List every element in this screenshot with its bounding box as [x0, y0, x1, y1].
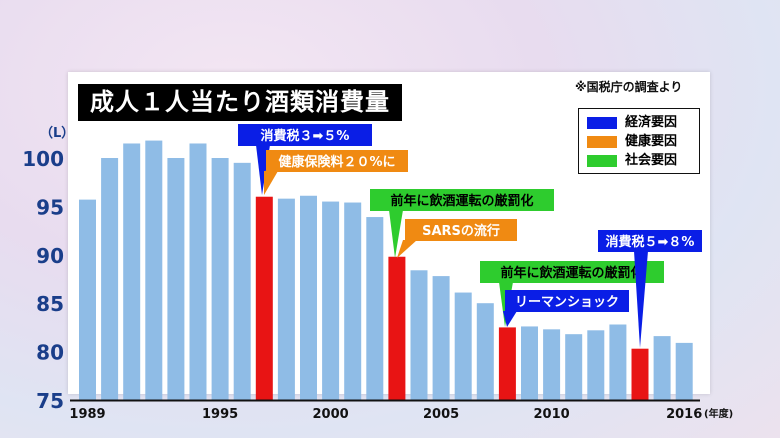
y-tick-label: 75 [36, 389, 64, 413]
annotation-label: 消費税３➡５% [261, 128, 350, 144]
y-tick-label: 100 [22, 147, 64, 171]
annotation-label: 健康保険料２０%に [278, 154, 395, 170]
legend-label-economic: 経済要因 [625, 115, 678, 130]
bar [521, 326, 538, 400]
legend-swatch-health [587, 135, 617, 148]
annotation-box [405, 219, 517, 241]
annotation-pointer [634, 251, 648, 348]
annotation-box [370, 189, 554, 211]
chart-title: 成人１人当たり酒類消費量 [78, 84, 402, 121]
annotation-box [266, 150, 408, 172]
bar [565, 334, 583, 400]
bar [587, 330, 605, 400]
bar [344, 202, 362, 400]
legend-item-social: 社会要因 [587, 153, 677, 169]
source-note: ※国税庁の調査より [575, 80, 683, 94]
legend-swatch-social [587, 154, 617, 167]
x-tick-label: 2016 [666, 407, 702, 422]
annotation-label: リーマンショック [515, 295, 619, 310]
bar [653, 336, 671, 400]
annotation-label: 消費税５➡８% [606, 234, 695, 250]
bar [476, 303, 494, 400]
bar [167, 158, 185, 400]
legend: 経済要因 健康要因 社会要因 [578, 108, 700, 174]
annotation-label: 前年に飲酒運転の厳罰化 [500, 265, 643, 281]
bar [322, 201, 340, 400]
bar [277, 198, 295, 400]
bar [675, 342, 693, 400]
bar [454, 292, 472, 400]
annotation-label: SARSの流行 [422, 223, 500, 239]
annotation-box [238, 124, 372, 146]
bar [79, 199, 96, 400]
bar-highlight [631, 348, 649, 400]
annotation-pointer [397, 240, 417, 258]
annotation-label: 前年に飲酒運転の厳罰化 [390, 193, 533, 209]
x-tick-label: 2005 [423, 407, 459, 422]
y-tick-label: 95 [36, 195, 64, 219]
y-tick-label: 90 [36, 244, 64, 268]
bar [101, 158, 119, 400]
annotation-box [480, 261, 664, 283]
bar [211, 158, 229, 400]
bar-highlight [255, 196, 273, 400]
y-tick-label: 80 [36, 341, 64, 365]
legend-swatch-economic [587, 116, 617, 129]
bar [432, 276, 450, 400]
bar [410, 270, 428, 400]
bar [233, 162, 251, 400]
x-tick-label: 2010 [534, 407, 570, 422]
x-axis-unit: (年度) [704, 409, 734, 420]
bar [609, 324, 627, 400]
x-tick-label: 2000 [313, 407, 349, 422]
annotation-box [598, 230, 702, 252]
bar-highlight [388, 256, 406, 400]
bar-highlight [498, 327, 516, 400]
annotation-box [505, 290, 629, 312]
y-tick-label: 85 [36, 292, 64, 316]
bar [189, 143, 207, 401]
y-axis-unit: （L） [40, 126, 75, 141]
annotation-pointer [503, 311, 517, 327]
legend-item-health: 健康要因 [587, 134, 677, 150]
bar [543, 329, 561, 400]
bar [300, 195, 317, 400]
legend-item-economic: 経済要因 [587, 115, 677, 131]
bar [145, 140, 163, 401]
bar [123, 143, 141, 401]
x-tick-label: 1995 [202, 407, 238, 422]
annotation-pointer [264, 171, 278, 195]
annotation-pointer [389, 210, 403, 258]
legend-label-health: 健康要因 [625, 134, 678, 149]
legend-label-social: 社会要因 [625, 153, 678, 168]
x-tick-label: 1989 [69, 407, 105, 422]
bar [366, 217, 384, 400]
